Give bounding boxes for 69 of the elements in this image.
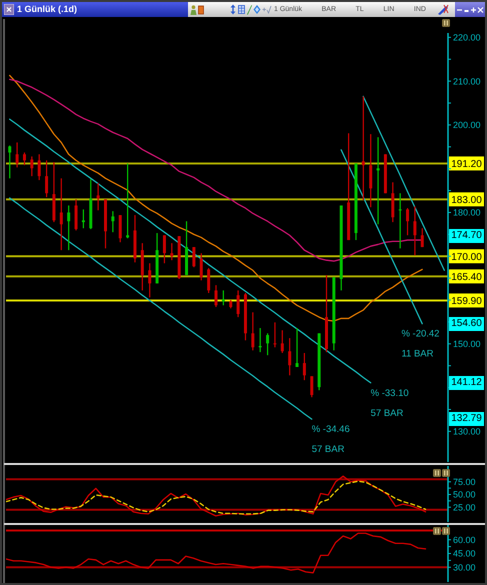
candlestick (38, 154, 41, 181)
candlestick (310, 376, 314, 398)
annotation: 154.60 (449, 316, 484, 331)
ref-line-label: 159.90 (451, 296, 482, 307)
candlestick (192, 246, 196, 268)
candlestick (8, 144, 12, 179)
candlestick (118, 214, 122, 243)
candlestick (200, 252, 203, 281)
y-tick-label: 200.00 (453, 120, 481, 130)
line-series (9, 74, 423, 322)
candlestick (45, 160, 48, 198)
candlestick (222, 290, 225, 306)
y-tick-label: 220.00 (453, 32, 481, 43)
candlestick (302, 352, 306, 381)
y-tick-label: 50.00 (453, 490, 476, 500)
ref-line-label: 191.20 (451, 158, 482, 170)
y-tick-label: 25.00 (453, 502, 476, 512)
y-tick-label: 75.00 (453, 476, 476, 487)
ref-line-label: 165.40 (451, 272, 482, 283)
candlestick (280, 330, 284, 354)
annotation: 174.70 (449, 228, 484, 243)
candlestick (148, 262, 152, 298)
candlestick (67, 204, 70, 251)
candlestick (420, 228, 424, 248)
candlestick (170, 242, 174, 261)
candlestick (236, 290, 240, 318)
series-label: % -20.42 11 BAR (401, 328, 440, 360)
line-series (9, 78, 423, 262)
candlestick (251, 312, 254, 351)
y-tick-label: 180.00 (453, 208, 481, 218)
candlestick (126, 162, 130, 239)
y-tick-label: 60.00 (453, 534, 476, 545)
candlestick (60, 178, 63, 251)
y-tick-label: 150.00 (453, 339, 481, 349)
candlestick (266, 332, 270, 356)
candlestick (111, 210, 114, 233)
candlestick (296, 327, 299, 368)
candlestick (207, 267, 210, 294)
ref-line-label: 183.00 (451, 194, 482, 206)
series-label: % -33.10 57 BAR (370, 388, 409, 419)
candlestick (369, 134, 372, 208)
y-tick-label: 130.00 (453, 426, 481, 437)
line-series (340, 149, 423, 324)
annotation: 132.79 (449, 412, 484, 426)
ref-line-label: 170.00 (451, 252, 482, 263)
y-tick-label: 30.00 (453, 562, 476, 572)
series-label: % -34.46 57 BAR (312, 424, 350, 456)
line-series (9, 197, 312, 420)
y-tick-label: 45.00 (453, 548, 476, 559)
candlestick (258, 327, 262, 353)
candlestick (74, 198, 78, 232)
candlestick (30, 156, 34, 177)
candlestick (273, 322, 276, 348)
line-series (362, 96, 445, 271)
candlestick (288, 338, 292, 376)
candlestick (376, 136, 380, 225)
line-series (6, 532, 426, 574)
candlestick (406, 208, 410, 236)
line-series (9, 118, 372, 384)
annotation: 141.12 (449, 376, 484, 390)
candlestick (96, 182, 100, 211)
chart-title: 1 Günlük (.1d) (17, 3, 78, 16)
candlestick (16, 142, 19, 168)
candlestick (22, 152, 26, 166)
candlestick (413, 206, 416, 256)
candlestick (162, 234, 166, 264)
candlestick (214, 284, 218, 308)
candlestick (398, 192, 402, 249)
y-tick-label: 210.00 (453, 76, 481, 86)
